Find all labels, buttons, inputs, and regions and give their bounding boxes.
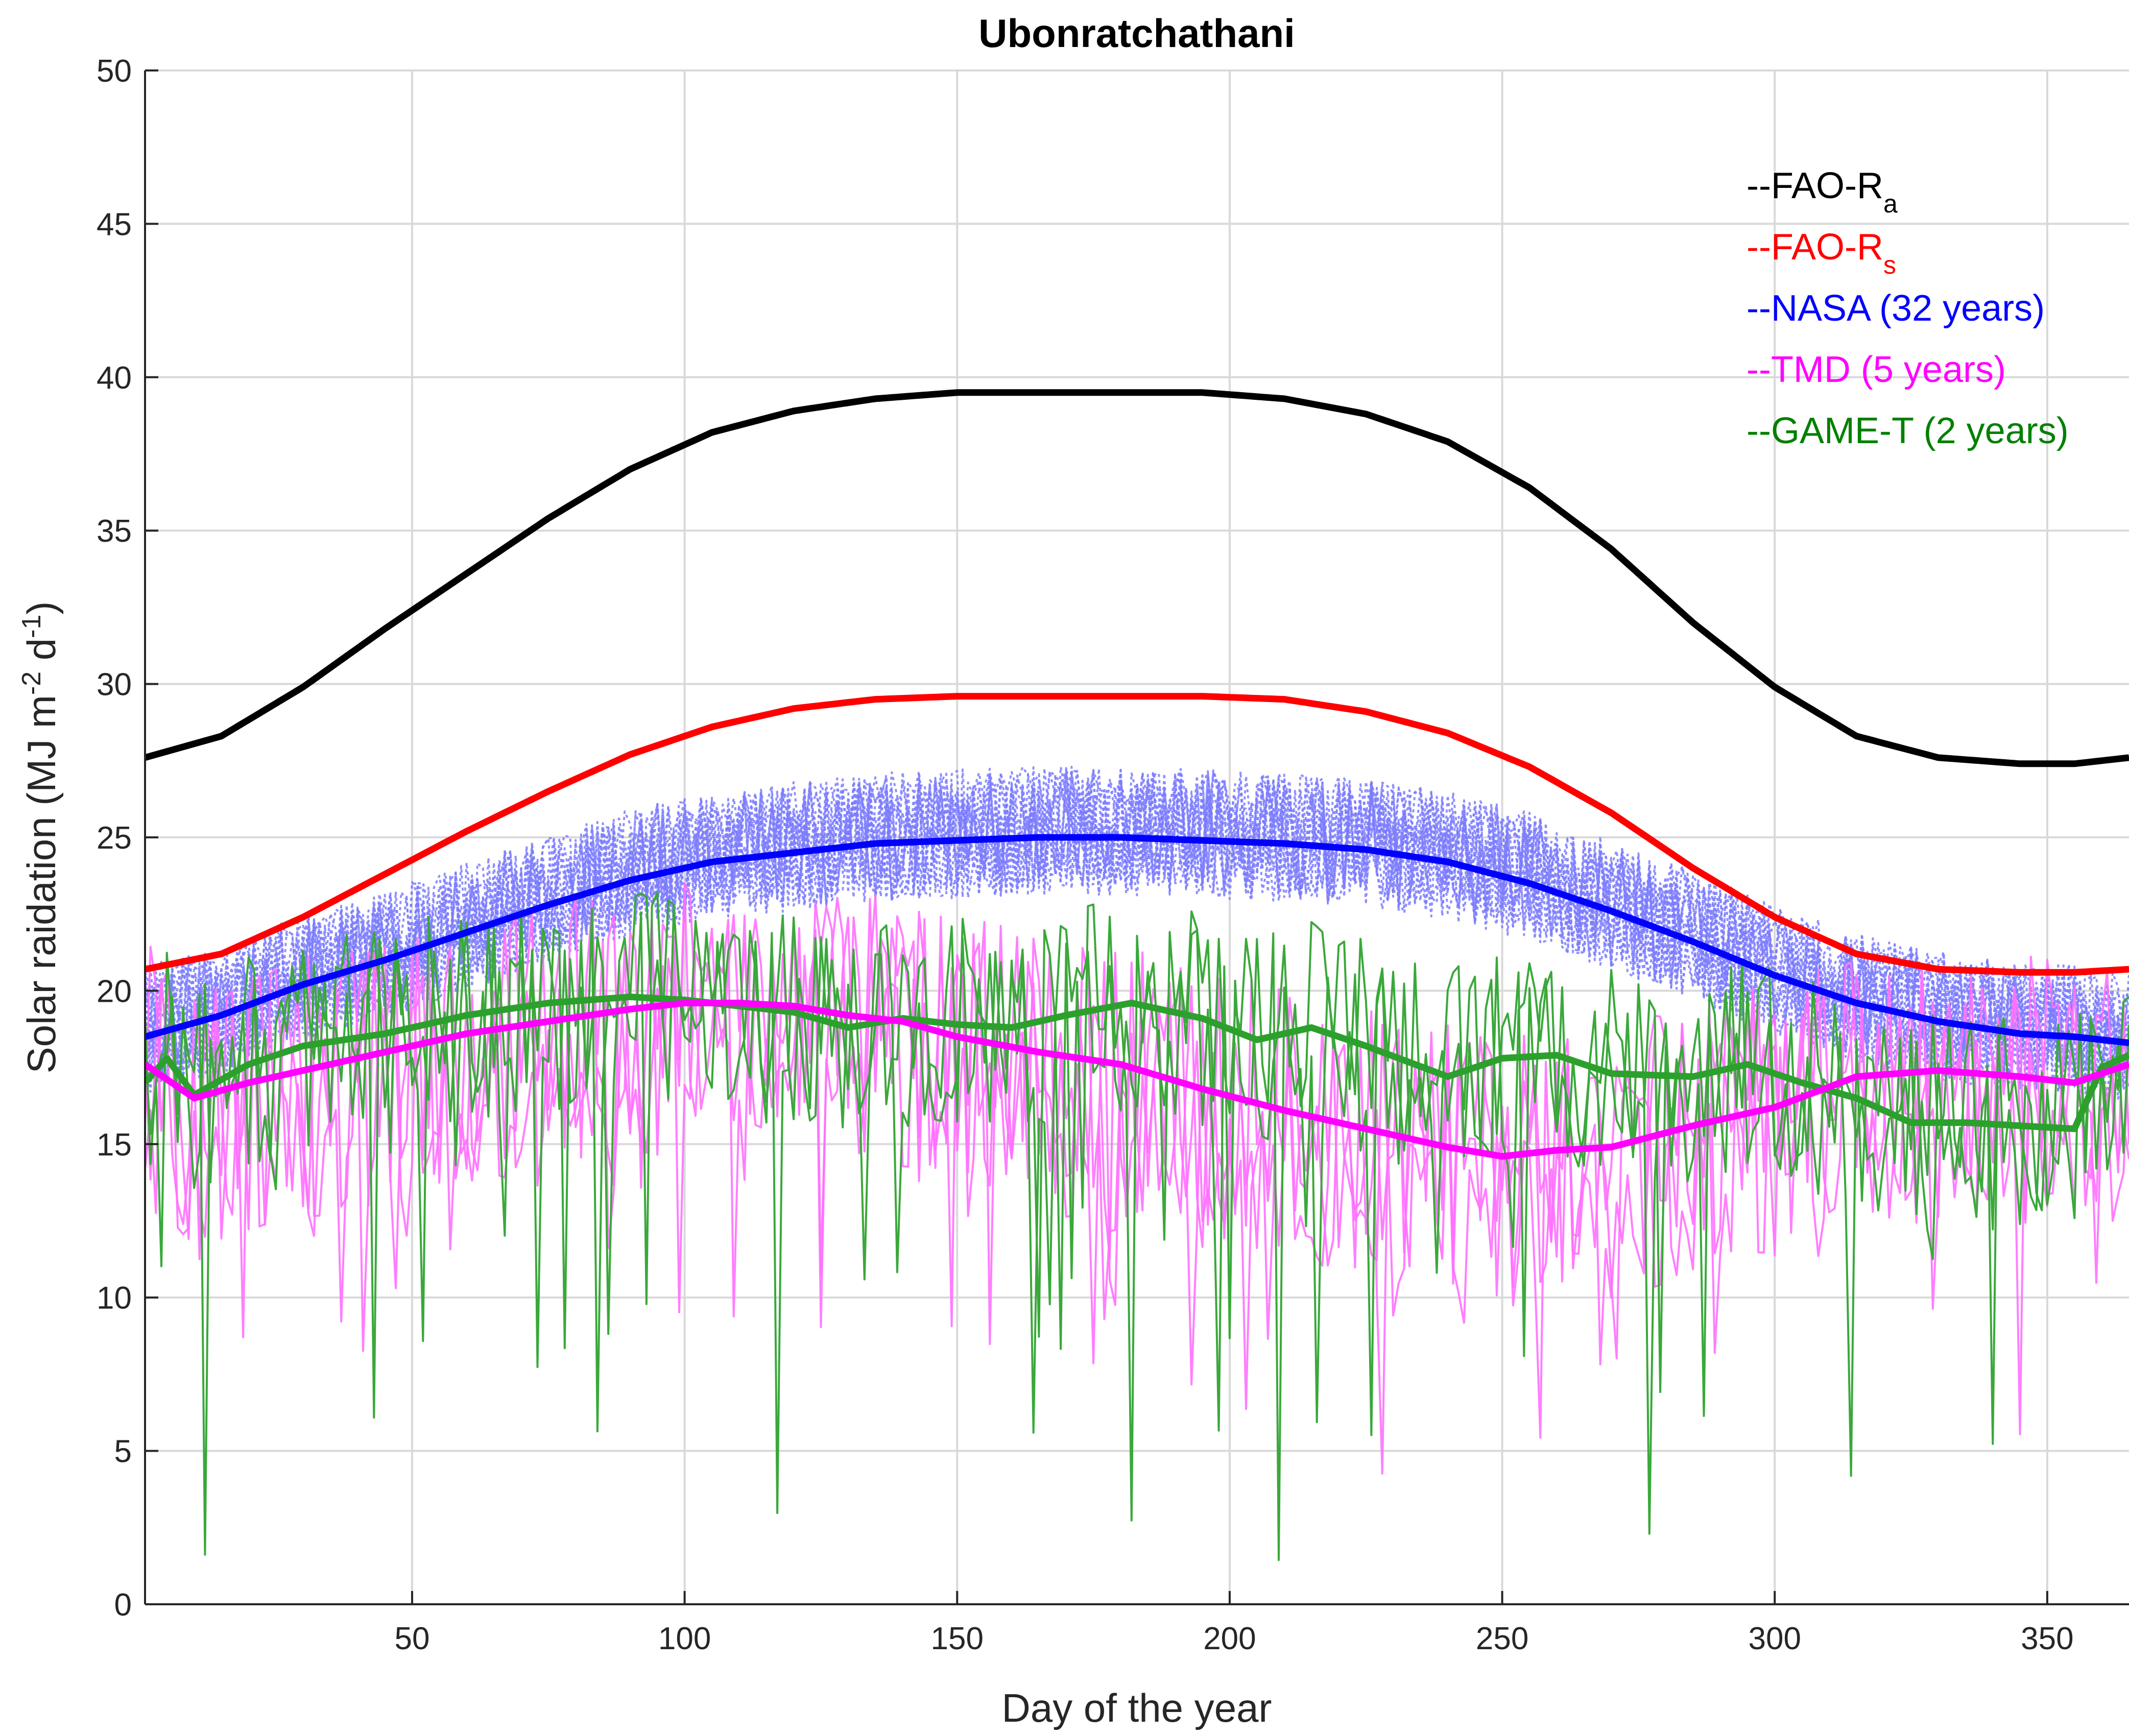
fao-ra-line (145, 389, 2129, 767)
legend-entry: --GAME-T (2 years) (1747, 411, 2069, 451)
x-tick-label: 100 (658, 1621, 711, 1656)
nasa-mean-line (145, 834, 2129, 1046)
nasa-daily-line (145, 765, 2129, 1100)
x-tick-label: 50 (394, 1621, 429, 1656)
legend-entry: --FAO-Rs (1747, 227, 1896, 279)
y-tick-label: 45 (97, 207, 132, 242)
tmd-mean-line (145, 999, 2129, 1160)
x-tick-label: 200 (1203, 1621, 1256, 1656)
y-tick-label: 25 (97, 821, 132, 856)
nasa-daily-line (145, 766, 2129, 1092)
x-axis-label: Day of the year (1002, 1685, 1272, 1730)
y-axis-label-main: Solar raidation (MJ m (19, 695, 64, 1073)
y-tick-label: 10 (97, 1281, 132, 1316)
axes (144, 69, 2129, 1605)
x-tick-label: 350 (2021, 1621, 2073, 1656)
legend-entry: --FAO-Ra (1747, 165, 1898, 218)
legend-entry: --NASA (32 years) (1747, 288, 2045, 329)
y-tick-label: 0 (114, 1587, 132, 1623)
nasa-daily-line (145, 771, 2129, 1099)
game-t-mean-line (145, 993, 2129, 1132)
y-tick-label: 5 (114, 1434, 132, 1469)
x-tick-label: 150 (931, 1621, 984, 1656)
nasa-daily-line (145, 769, 2129, 1087)
nasa-daily-line (145, 767, 2129, 1090)
y-axis-label-end: ) (19, 601, 64, 615)
y-axis-label-sup1: -2 (17, 671, 46, 695)
chart-title: Ubonratchathani (978, 11, 1295, 56)
y-tick-label: 40 (97, 360, 132, 396)
fao-rs-line (145, 693, 2129, 976)
y-tick-label: 15 (97, 1127, 132, 1163)
y-axis-label-mid: d (19, 638, 64, 671)
plot-area (145, 389, 2129, 1561)
x-tick-label: 250 (1476, 1621, 1528, 1656)
legend-entry: --TMD (5 years) (1747, 349, 2006, 390)
x-tick-labels: 50 100 150 200 250 300 350 (394, 1621, 2073, 1656)
y-tick-label: 20 (97, 974, 132, 1009)
x-tick-label: 300 (1749, 1621, 1801, 1656)
y-axis-label: Solar raidation (MJ m-2 d-1) (17, 601, 64, 1074)
y-tick-labels: 0 5 10 15 20 25 30 35 40 45 50 (97, 54, 132, 1623)
y-tick-label: 35 (97, 514, 132, 549)
y-tick-label: 50 (97, 54, 132, 89)
y-axis-label-sup2: -1 (17, 615, 46, 638)
legend: --FAO-Ra --FAO-Rs --NASA (32 years) --TMD (… (1747, 165, 2069, 451)
y-tick-label: 30 (97, 667, 132, 703)
game-t-daily-line (145, 891, 2129, 1535)
